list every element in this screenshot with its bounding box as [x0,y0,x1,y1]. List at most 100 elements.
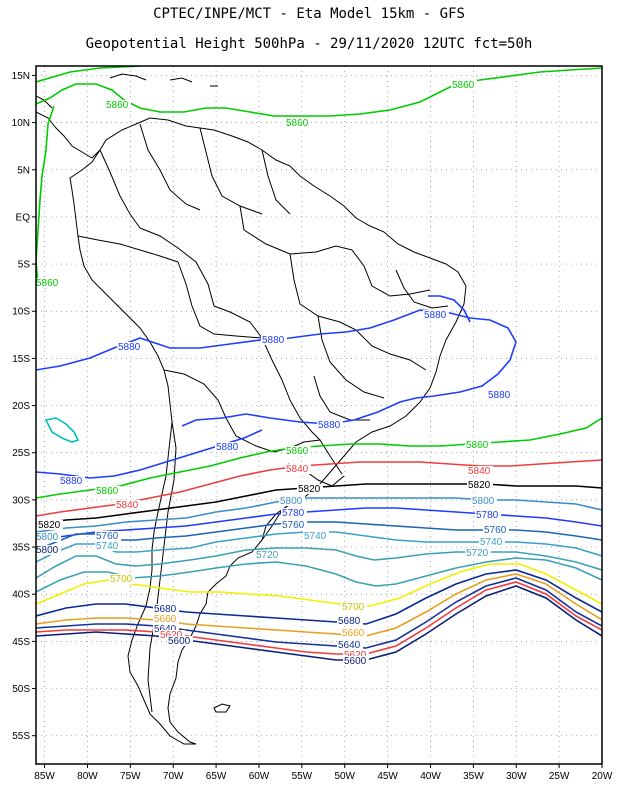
contour-label: 5660 [342,628,365,639]
contour-label: 5720 [256,550,279,561]
lon-tick-label: 70W [163,771,184,782]
lon-tick-label: 40W [420,771,441,782]
lon-tick-label: 35W [463,771,484,782]
contour-label-bg [105,100,131,110]
contour-label-bg [303,531,329,541]
contour-label-bg [337,640,363,650]
contour-label-bg [36,278,61,288]
lat-tick-label: 10N [12,118,30,129]
contour-label: 5760 [484,525,507,536]
contour-label-bg [483,525,509,535]
contour-label-bg [281,520,307,530]
contour-label: 5740 [480,537,503,548]
contour-5860-west [36,105,55,289]
lat-tick-label: 45S [12,637,30,648]
contour-label-bg [451,80,477,90]
lat-tick-label: 20S [12,401,30,412]
contour-label: 5680 [338,616,361,627]
map-subtitle: Geopotential Height 500hPa - 29/11/2020 … [85,36,533,52]
contour-label: 5720 [466,548,489,559]
contour-label-bg [153,614,179,624]
contour-label-bg [109,574,135,584]
contour-label: 5640 [154,624,177,635]
contour-label-bg [479,537,505,547]
lon-tick-label: 85W [34,771,55,782]
contour-5880-ne [428,295,471,323]
contour-label: 5860 [286,446,309,457]
contour-label: 5600 [168,636,191,647]
contour-label-bg [95,531,121,541]
contour-label: 5880 [424,310,447,321]
contour-label-bg [317,420,343,430]
contour-label-bg [36,532,61,542]
contour-label: 5860 [106,100,129,111]
contour-label-bg [467,480,493,490]
contour-label-bg [59,476,85,486]
contour-label-bg [285,464,311,474]
contour-label: 5840 [468,466,491,477]
contour-5860 [36,417,602,499]
lon-tick-label: 45W [377,771,398,782]
contour-label: 5620 [160,630,183,641]
lat-tick-label: 30S [12,495,30,506]
lat-tick-label: EQ [16,212,31,223]
contour-label-bg [343,656,369,666]
contour-5660 [36,573,602,637]
contour-label: 5880 [118,342,141,353]
axis-ticks: 15N 10N 5N EQ 5S 10S 15S 20S 25S 30S 35S 40S 45S 50S 5… [12,71,613,782]
contour-label-bg [95,486,121,496]
contour-label: 5800 [36,532,59,543]
contour-label-bg [279,496,305,506]
lon-tick-label: 55W [292,771,313,782]
contour-label-bg [255,550,281,560]
lat-tick-label: 15N [12,71,30,82]
contour-label: 5820 [468,480,491,491]
lat-tick-label: 15S [12,354,30,365]
contour-label: 5660 [154,614,177,625]
contour-5600 [36,585,602,661]
lon-tick-label: 65W [206,771,227,782]
contour-label: 5860 [36,278,59,289]
contour-label: 5860 [286,118,309,129]
lat-tick-label: 35S [12,543,30,554]
contour-label: 5860 [466,440,489,451]
contour-label: 5740 [96,541,119,552]
contour-5880-south [36,429,263,479]
contour-label-bg [471,496,497,506]
contour-label: 5840 [286,464,309,475]
contour-label: 5700 [342,602,365,613]
lat-tick-label: 50S [12,684,30,695]
contour-label: 5880 [60,476,83,487]
contour-label-bg [159,630,185,640]
map-title: CPTEC/INPE/MCT - Eta Model 15km - GFS [153,6,465,22]
contour-label: 5760 [96,531,119,542]
contour-label-bg [36,545,61,555]
contour-5620 [36,581,602,655]
contour-label-bg [487,390,513,400]
lon-tick-label: 80W [77,771,98,782]
contour-label-bg [285,446,311,456]
contour-label: 5860 [96,486,119,497]
contour-5780 [36,507,602,541]
contour-label-bg [423,310,449,320]
contour-label-bg [153,624,179,634]
contour-label-bg [167,636,193,646]
contour-5640 [36,577,602,649]
contour-label: 5840 [116,500,139,511]
lon-tick-label: 50W [334,771,355,782]
contour-label-bg [281,508,307,518]
height-contours [36,66,602,661]
contour-label-bg [215,442,241,452]
contour-label-bg [261,335,287,345]
contour-label: 5880 [318,420,341,431]
lat-tick-label: 5N [17,165,30,176]
map-frame [35,65,603,765]
lat-tick-label: 5S [18,260,31,271]
contour-label: 5880 [488,390,511,401]
contour-label: 5700 [110,574,133,585]
contour-label: 5780 [282,508,305,519]
contour-label: 5820 [298,484,321,495]
contour-label-bg [95,541,121,551]
lon-tick-label: 75W [120,771,141,782]
